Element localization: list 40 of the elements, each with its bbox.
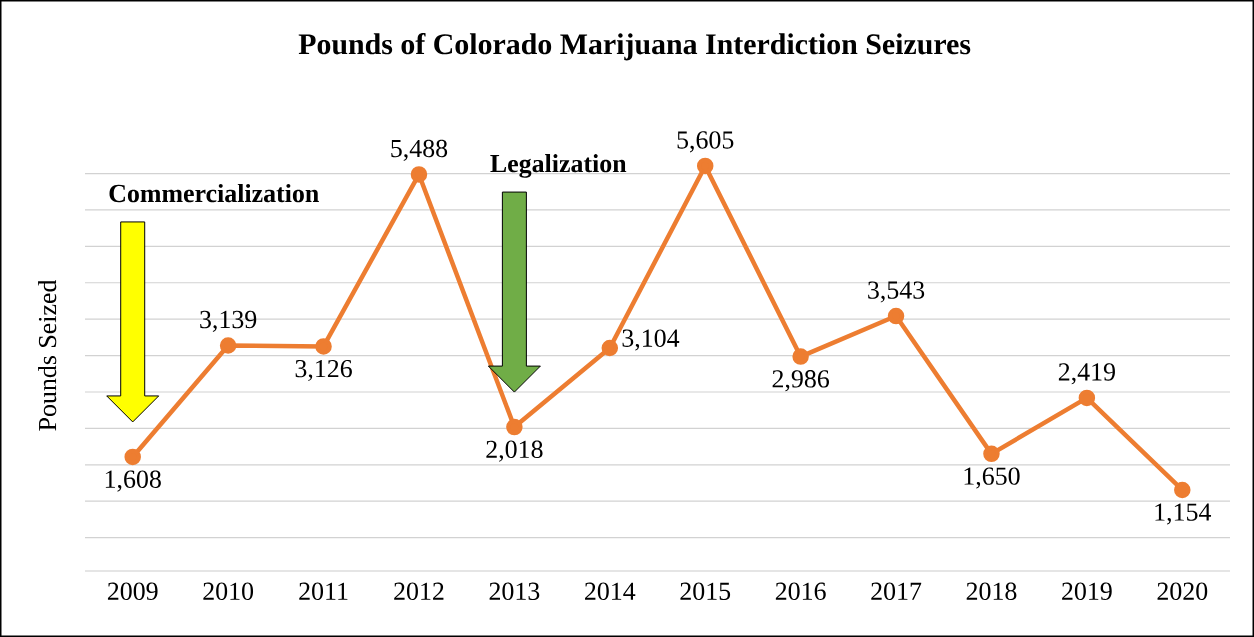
- x-tick-label: 2011: [299, 582, 348, 600]
- x-tick-label: 2017: [871, 582, 922, 600]
- data-label: 2,419: [1058, 363, 1115, 385]
- point: [792, 348, 809, 365]
- x-tick-label: 2014: [585, 582, 636, 600]
- x-tick-label: 2015: [680, 582, 731, 600]
- chart-title: Pounds of Colorado Marijuana Interdiction Seizures: [298, 32, 971, 61]
- point: [219, 337, 237, 354]
- data-label: 2,018: [486, 440, 543, 462]
- annotation: Commercialization: [109, 183, 319, 203]
- point: [315, 338, 332, 355]
- point: [410, 166, 428, 183]
- point: [601, 339, 619, 357]
- y-axis-title: Pounds Seized: [38, 279, 57, 431]
- data-label: 5,605: [677, 131, 734, 153]
- data-label: 3,139: [200, 310, 257, 332]
- x-tick-label: 2016: [775, 582, 826, 600]
- data-label: 3,126: [295, 359, 352, 382]
- data-label: 1,650: [964, 467, 1020, 489]
- point: [1078, 389, 1096, 407]
- data-label: 2,986: [772, 370, 829, 392]
- x-tick-label: 2020: [1157, 582, 1208, 600]
- data-label: 1,154: [1155, 503, 1212, 525]
- point: [506, 418, 523, 436]
- x-tick-label: 2010: [203, 582, 254, 600]
- data-label: 1,608: [105, 470, 161, 492]
- point: [124, 448, 141, 466]
- data-label: 5,488: [391, 139, 448, 161]
- x-tick-label: 2018: [966, 582, 1017, 600]
- point: [887, 307, 905, 325]
- point: [696, 157, 714, 175]
- x-tick-label: 2009: [107, 582, 158, 600]
- point: [1174, 481, 1191, 499]
- x-tick-label: 2019: [1062, 582, 1112, 600]
- data-label: 3,104: [622, 329, 680, 351]
- data-label: 3,543: [868, 281, 925, 303]
- x-tick-label: 2013: [489, 582, 540, 600]
- x-tick-label: 2012: [394, 582, 444, 600]
- annotation: Legalization: [490, 154, 627, 178]
- point: [983, 445, 1000, 463]
